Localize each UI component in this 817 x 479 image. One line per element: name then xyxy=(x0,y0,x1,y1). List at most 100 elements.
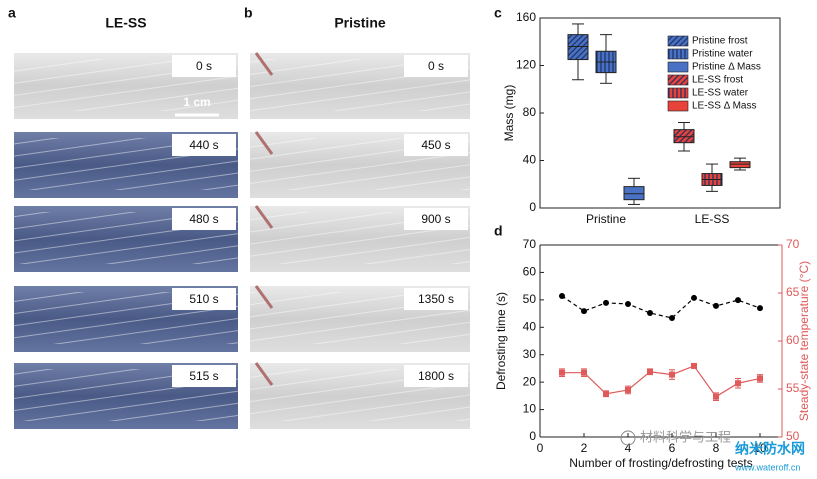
time-box xyxy=(172,288,236,310)
legend-swatch xyxy=(667,87,689,99)
legend-swatch xyxy=(667,100,689,112)
y2-tick-label: 60 xyxy=(786,333,800,347)
legend-label: Pristine water xyxy=(692,49,753,60)
probe xyxy=(254,285,274,309)
time-label: 440 s xyxy=(189,138,218,152)
y2-tick-label: 65 xyxy=(786,285,800,299)
watermark-text: 材料科学与工程 xyxy=(640,429,731,444)
y-tick-label: 160 xyxy=(516,10,536,24)
marker xyxy=(647,368,653,375)
time-box xyxy=(172,365,236,387)
box xyxy=(729,161,751,169)
marker xyxy=(713,302,719,309)
marker xyxy=(625,386,631,393)
time-label: 1350 s xyxy=(418,292,454,306)
marker xyxy=(603,390,609,397)
panel-letter: a xyxy=(8,5,16,21)
probe xyxy=(254,131,274,155)
x-tick-label: 6 xyxy=(669,441,676,455)
time-label: 0 s xyxy=(196,59,212,73)
legend-label: Pristine frost xyxy=(692,36,748,47)
y-axis-label: Mass (mg) xyxy=(502,85,516,142)
marker xyxy=(735,380,741,387)
x-axis-label: Number of frosting/defrosting tests xyxy=(569,456,752,470)
time-box xyxy=(404,55,468,77)
time-box xyxy=(404,288,468,310)
y2-tick-label: 70 xyxy=(786,237,800,251)
x-tick-label: LE-SS xyxy=(695,212,730,226)
legend-swatch xyxy=(667,35,689,47)
legend-label: Pristine Δ Mass xyxy=(692,62,761,73)
marker xyxy=(559,293,565,300)
marker xyxy=(691,294,697,301)
probe xyxy=(254,52,274,76)
time-box xyxy=(404,134,468,156)
y-tick-label: 40 xyxy=(523,153,537,167)
x-tick-label: 8 xyxy=(713,441,720,455)
time-box xyxy=(172,55,236,77)
panel-letter: b xyxy=(244,5,253,21)
time-label: 510 s xyxy=(189,292,218,306)
marker xyxy=(735,297,741,304)
panel-letter: d xyxy=(494,223,503,239)
legend-swatch xyxy=(667,74,689,86)
box xyxy=(567,34,589,61)
time-label: 480 s xyxy=(189,212,218,226)
time-label: 0 s xyxy=(428,59,444,73)
scale-bar-label: 1 cm xyxy=(183,95,210,109)
y-tick-label: 40 xyxy=(523,319,537,333)
y-tick-label: 10 xyxy=(523,402,537,416)
marker xyxy=(559,369,565,376)
x-tick-label: Pristine xyxy=(586,212,626,226)
y2-axis-label: Steady-state temperature (°C) xyxy=(797,261,811,421)
time-box xyxy=(172,208,236,230)
time-box xyxy=(404,208,468,230)
legend-label: LE-SS frost xyxy=(692,75,743,86)
watermark-logo xyxy=(620,430,636,446)
legend-swatch xyxy=(667,48,689,60)
series-line xyxy=(562,365,761,398)
legend-label: LE-SS water xyxy=(692,88,749,99)
x-tick-label: 4 xyxy=(625,441,632,455)
panel-title: Pristine xyxy=(334,15,386,31)
time-label: 900 s xyxy=(421,212,450,226)
probe xyxy=(254,205,274,229)
time-box xyxy=(404,365,468,387)
watermark-text: www.wateroff.cn xyxy=(734,462,800,472)
marker xyxy=(757,375,763,382)
y-tick-label: 50 xyxy=(523,292,537,306)
marker xyxy=(669,314,675,321)
x-tick-label: 10 xyxy=(753,441,767,455)
legend-swatch xyxy=(667,61,689,73)
marker xyxy=(581,369,587,376)
box xyxy=(623,186,645,201)
marker xyxy=(581,308,587,315)
panel-letter: c xyxy=(494,5,502,21)
y2-tick-label: 50 xyxy=(786,429,800,443)
marker xyxy=(669,371,675,378)
time-label: 450 s xyxy=(421,138,450,152)
y-tick-label: 20 xyxy=(523,374,537,388)
legend-label: LE-SS Δ Mass xyxy=(692,101,756,112)
probe xyxy=(254,362,274,386)
marker xyxy=(647,310,653,317)
panel-title: LE-SS xyxy=(105,15,146,31)
watermark-text: 纳米防水网 xyxy=(735,441,805,457)
time-label: 515 s xyxy=(189,369,218,383)
y2-tick-label: 55 xyxy=(786,381,800,395)
y-tick-label: 80 xyxy=(523,105,537,119)
y-tick-label: 60 xyxy=(523,265,537,279)
series-line xyxy=(561,295,761,319)
y-tick-label: 0 xyxy=(529,200,536,214)
time-box xyxy=(172,134,236,156)
marker xyxy=(603,299,609,306)
marker xyxy=(625,300,631,307)
y-axis-label: Defrosting time (s) xyxy=(494,292,508,390)
marker xyxy=(691,362,697,369)
y-tick-label: 120 xyxy=(516,58,536,72)
box xyxy=(673,129,695,144)
x-tick-label: 2 xyxy=(581,441,588,455)
y-tick-label: 0 xyxy=(529,429,536,443)
x-tick-label: 0 xyxy=(537,441,544,455)
